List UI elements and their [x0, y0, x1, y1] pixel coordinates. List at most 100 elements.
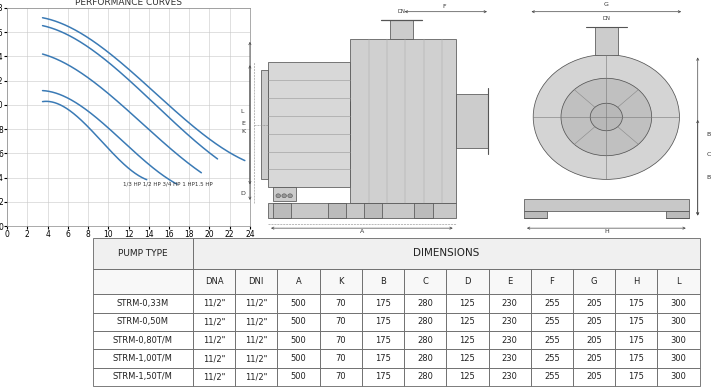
Text: 205: 205 [586, 336, 602, 345]
Bar [488, 294, 531, 313]
Bar [391, 20, 413, 39]
Text: 175: 175 [628, 336, 644, 345]
Bar [488, 349, 531, 368]
Bar [235, 349, 278, 368]
Bar [573, 313, 615, 331]
Bar [235, 331, 278, 349]
Bar [235, 269, 278, 294]
Bar [524, 211, 547, 218]
Text: 500: 500 [291, 299, 306, 308]
Bar [615, 368, 658, 386]
Text: 230: 230 [502, 354, 518, 363]
Bar [446, 331, 488, 349]
Bar [573, 331, 615, 349]
Text: F: F [550, 277, 554, 286]
Text: 125: 125 [460, 336, 476, 345]
Bar [595, 27, 618, 55]
Text: DNI: DNI [248, 277, 264, 286]
Bar [446, 269, 488, 294]
Text: DN: DN [603, 16, 610, 21]
Bar [658, 313, 700, 331]
Bar [531, 349, 573, 368]
Text: DN: DN [398, 9, 406, 14]
Bar [362, 313, 404, 331]
Text: 300: 300 [670, 299, 687, 308]
Text: 11/2": 11/2" [203, 317, 225, 326]
Text: 11/2": 11/2" [203, 354, 225, 363]
Text: 255: 255 [544, 354, 560, 363]
Bar [658, 368, 700, 386]
Text: 280: 280 [417, 354, 433, 363]
Text: 255: 255 [544, 372, 560, 381]
Text: 11/2": 11/2" [245, 299, 268, 308]
Text: PUMP TYPE: PUMP TYPE [118, 249, 168, 258]
Text: 11/2": 11/2" [203, 372, 225, 381]
Circle shape [561, 78, 652, 156]
Bar [531, 331, 573, 349]
Bar [658, 269, 700, 294]
Bar [193, 294, 235, 313]
Text: D: D [241, 191, 246, 196]
Text: 175: 175 [375, 354, 391, 363]
Text: 70: 70 [336, 317, 346, 326]
Text: 11/2": 11/2" [203, 336, 225, 345]
Bar [93, 269, 193, 294]
Bar [193, 238, 700, 269]
Bar [524, 199, 688, 211]
Text: 205: 205 [586, 354, 602, 363]
Text: STRM-0,50M: STRM-0,50M [117, 317, 169, 326]
Circle shape [590, 103, 623, 131]
Bar [362, 294, 404, 313]
Text: L: L [676, 277, 681, 286]
Text: 255: 255 [544, 317, 560, 326]
Bar [531, 368, 573, 386]
Bar [93, 349, 193, 368]
Bar [488, 269, 531, 294]
Text: 175: 175 [375, 336, 391, 345]
Text: B: B [380, 277, 386, 286]
Bar [278, 331, 320, 349]
Bar [93, 313, 193, 331]
Text: 500: 500 [291, 354, 306, 363]
Bar [193, 331, 235, 349]
Bar [573, 269, 615, 294]
Text: K: K [241, 129, 245, 134]
Text: 500: 500 [291, 317, 306, 326]
Bar [658, 331, 700, 349]
Text: 175: 175 [628, 317, 644, 326]
Bar [665, 211, 688, 218]
Text: 70: 70 [336, 336, 346, 345]
Text: 255: 255 [544, 299, 560, 308]
Bar [273, 187, 296, 201]
Bar [573, 349, 615, 368]
Bar [261, 70, 268, 179]
Bar [615, 294, 658, 313]
Bar [573, 294, 615, 313]
Text: A: A [296, 277, 301, 286]
Circle shape [276, 194, 281, 198]
Bar [404, 331, 446, 349]
Bar [278, 368, 320, 386]
Text: 11/2": 11/2" [245, 336, 268, 345]
Bar [364, 203, 383, 218]
Bar [320, 368, 362, 386]
Text: 125: 125 [460, 317, 476, 326]
Bar [268, 62, 351, 187]
Bar [93, 368, 193, 386]
Bar [615, 349, 658, 368]
Bar [446, 349, 488, 368]
Bar [488, 331, 531, 349]
Bar [658, 349, 700, 368]
Bar [362, 331, 404, 349]
Bar [278, 269, 320, 294]
Bar [193, 313, 235, 331]
Text: STRM-0,80T/M: STRM-0,80T/M [113, 336, 173, 345]
Text: C: C [707, 152, 711, 157]
Bar [531, 313, 573, 331]
Text: 175: 175 [628, 372, 644, 381]
Bar [278, 349, 320, 368]
Bar [531, 269, 573, 294]
Bar [320, 313, 362, 331]
Text: 175: 175 [628, 299, 644, 308]
Bar [93, 294, 193, 313]
